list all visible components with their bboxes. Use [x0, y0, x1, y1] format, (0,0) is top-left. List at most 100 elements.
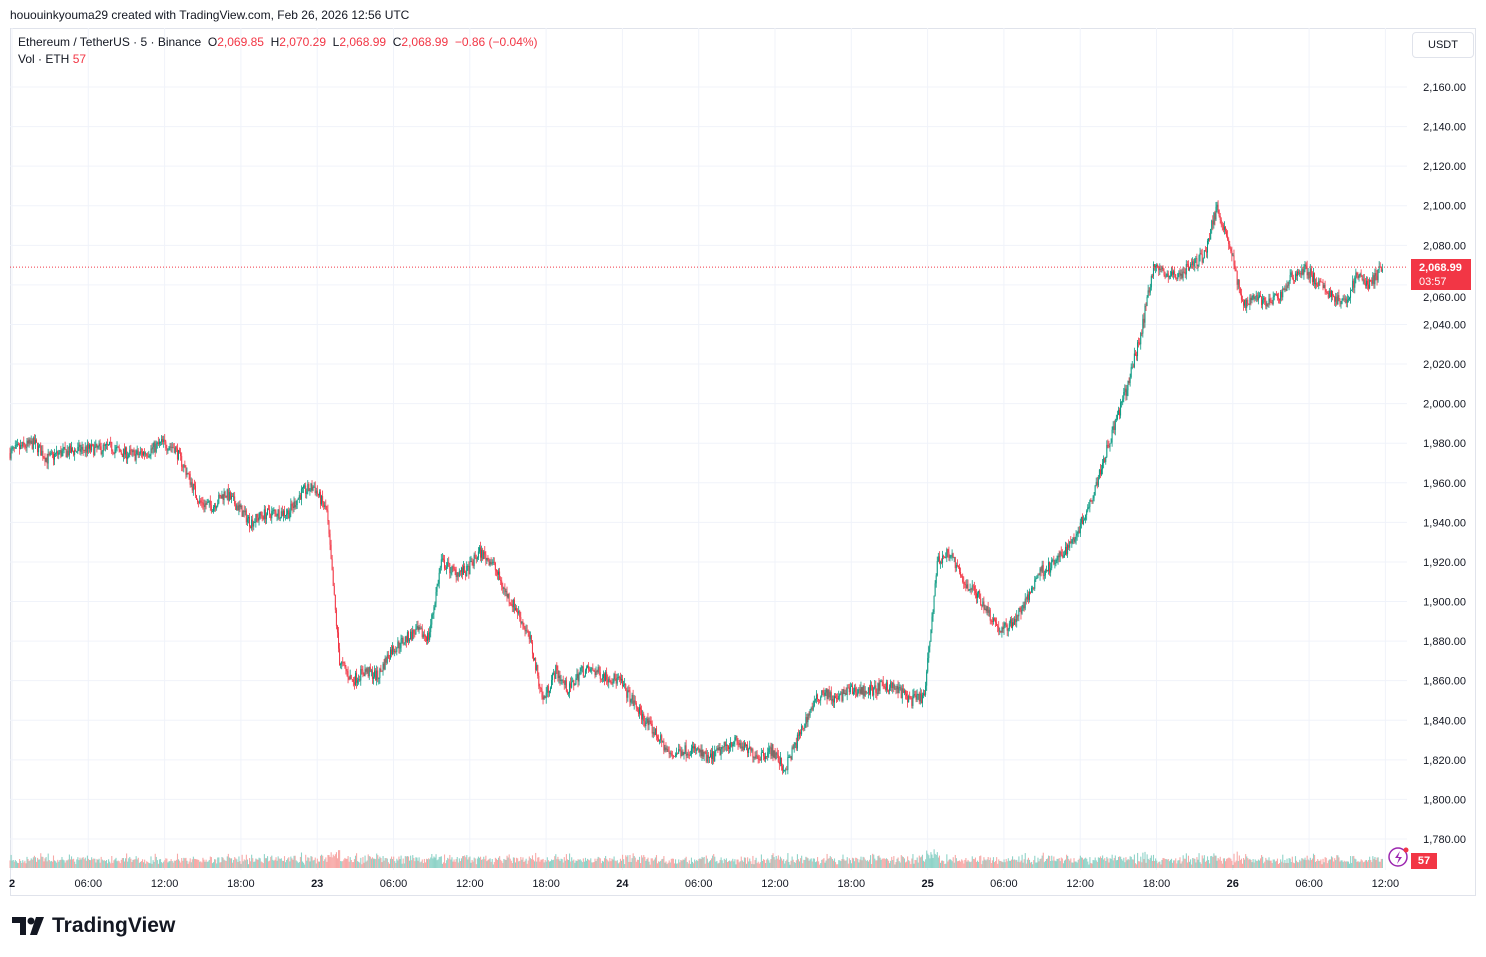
volume-bar	[1306, 855, 1308, 868]
symbol-label[interactable]: Ethereum / TetherUS · 5 · Binance	[18, 35, 202, 49]
candle-body	[819, 700, 821, 702]
volume-bar	[368, 856, 370, 868]
volume-bar	[275, 857, 277, 868]
candle-body	[1300, 272, 1302, 275]
volume-bar	[814, 862, 816, 868]
volume-bar	[37, 857, 39, 868]
candle-body	[297, 498, 299, 500]
candle-body	[1223, 226, 1225, 230]
candle-body	[820, 697, 822, 701]
candle-body	[305, 485, 307, 494]
volume-bar	[1307, 859, 1309, 868]
candle-body	[1032, 587, 1034, 589]
volume-bar	[220, 862, 222, 868]
volume-bar	[780, 858, 783, 868]
candle-body	[963, 582, 965, 585]
candle-body	[401, 638, 403, 639]
candle-body	[159, 441, 161, 443]
candle-body	[176, 448, 178, 460]
candle-body	[1122, 399, 1124, 402]
candle-body	[1090, 499, 1092, 501]
candle-body	[525, 630, 527, 632]
candle-body	[394, 651, 396, 653]
candle-body	[560, 679, 562, 681]
change-value: −0.86 (−0.04%)	[454, 35, 538, 49]
volume-bar	[558, 859, 560, 868]
candle-body	[730, 742, 732, 748]
volume-bar	[959, 860, 961, 868]
candle-body	[1087, 507, 1089, 511]
volume-bar	[1355, 859, 1357, 868]
candle-body	[506, 591, 508, 598]
volume-bar	[1094, 857, 1096, 868]
volume-bar	[1064, 859, 1067, 868]
candle-body	[676, 753, 678, 756]
volume-bar	[606, 858, 608, 868]
currency-button[interactable]: USDT	[1412, 32, 1474, 58]
volume-bar	[1233, 853, 1235, 868]
candle-body	[553, 672, 555, 675]
candle-body	[379, 668, 381, 679]
candle-body	[798, 731, 800, 736]
volume-bar	[78, 860, 80, 868]
candle-body	[1085, 514, 1087, 520]
candle-body	[264, 509, 266, 520]
volume-bar	[599, 858, 601, 868]
candle-body	[1198, 255, 1200, 266]
candle-body	[1170, 271, 1172, 276]
candle-body	[281, 511, 283, 516]
volume-bar	[95, 862, 97, 868]
volume-bar	[407, 856, 410, 868]
candle-body	[448, 562, 450, 564]
notification-dot-icon	[1403, 847, 1409, 853]
volume-bar	[1379, 861, 1381, 868]
volume-bar	[987, 857, 989, 868]
volume-bar	[916, 857, 918, 868]
candle-body	[1320, 280, 1322, 282]
volume-bar	[1275, 860, 1277, 868]
candle-body	[1137, 342, 1139, 356]
volume-label[interactable]: Vol · ETH	[18, 52, 70, 66]
candle-body	[1188, 267, 1190, 271]
volume-bar	[232, 862, 234, 868]
candle-body	[1371, 280, 1373, 284]
candle-body	[81, 446, 83, 450]
candle-body	[633, 700, 635, 706]
volume-bar	[276, 860, 278, 868]
candle-body	[128, 454, 130, 457]
volume-bar	[376, 853, 378, 868]
volume-bar	[372, 858, 375, 868]
volume-bar	[549, 861, 552, 868]
candle-body	[1324, 284, 1326, 290]
candle-body	[1108, 446, 1110, 447]
volume-bar	[1055, 861, 1057, 868]
candle-body	[782, 766, 784, 771]
volume-bar	[365, 861, 367, 868]
volume-bar	[185, 857, 187, 868]
candle-body	[1364, 283, 1366, 286]
time-tick-label: 12:00	[456, 878, 484, 890]
candle-body	[24, 444, 26, 448]
volume-bar	[840, 861, 842, 868]
candle-body	[1062, 556, 1064, 558]
volume-bar	[1194, 858, 1196, 868]
volume-bar	[428, 858, 430, 868]
tradingview-logo[interactable]: TradingView	[12, 914, 175, 938]
volume-bar	[131, 862, 133, 868]
volume-bar	[949, 858, 951, 868]
volume-bar	[590, 858, 592, 868]
candle-body	[1332, 290, 1334, 296]
volume-bar	[1287, 862, 1289, 868]
candle-body	[534, 658, 536, 661]
volume-bar	[1139, 861, 1141, 868]
volume-bar	[173, 860, 175, 868]
volume-bar	[17, 862, 20, 868]
candle-body	[1099, 469, 1101, 475]
candle-body	[1186, 264, 1188, 265]
candle-body	[307, 484, 309, 492]
candle-body	[888, 690, 890, 692]
candle-body	[340, 663, 342, 666]
candle-body	[1097, 477, 1099, 486]
volume-bar	[807, 858, 809, 868]
